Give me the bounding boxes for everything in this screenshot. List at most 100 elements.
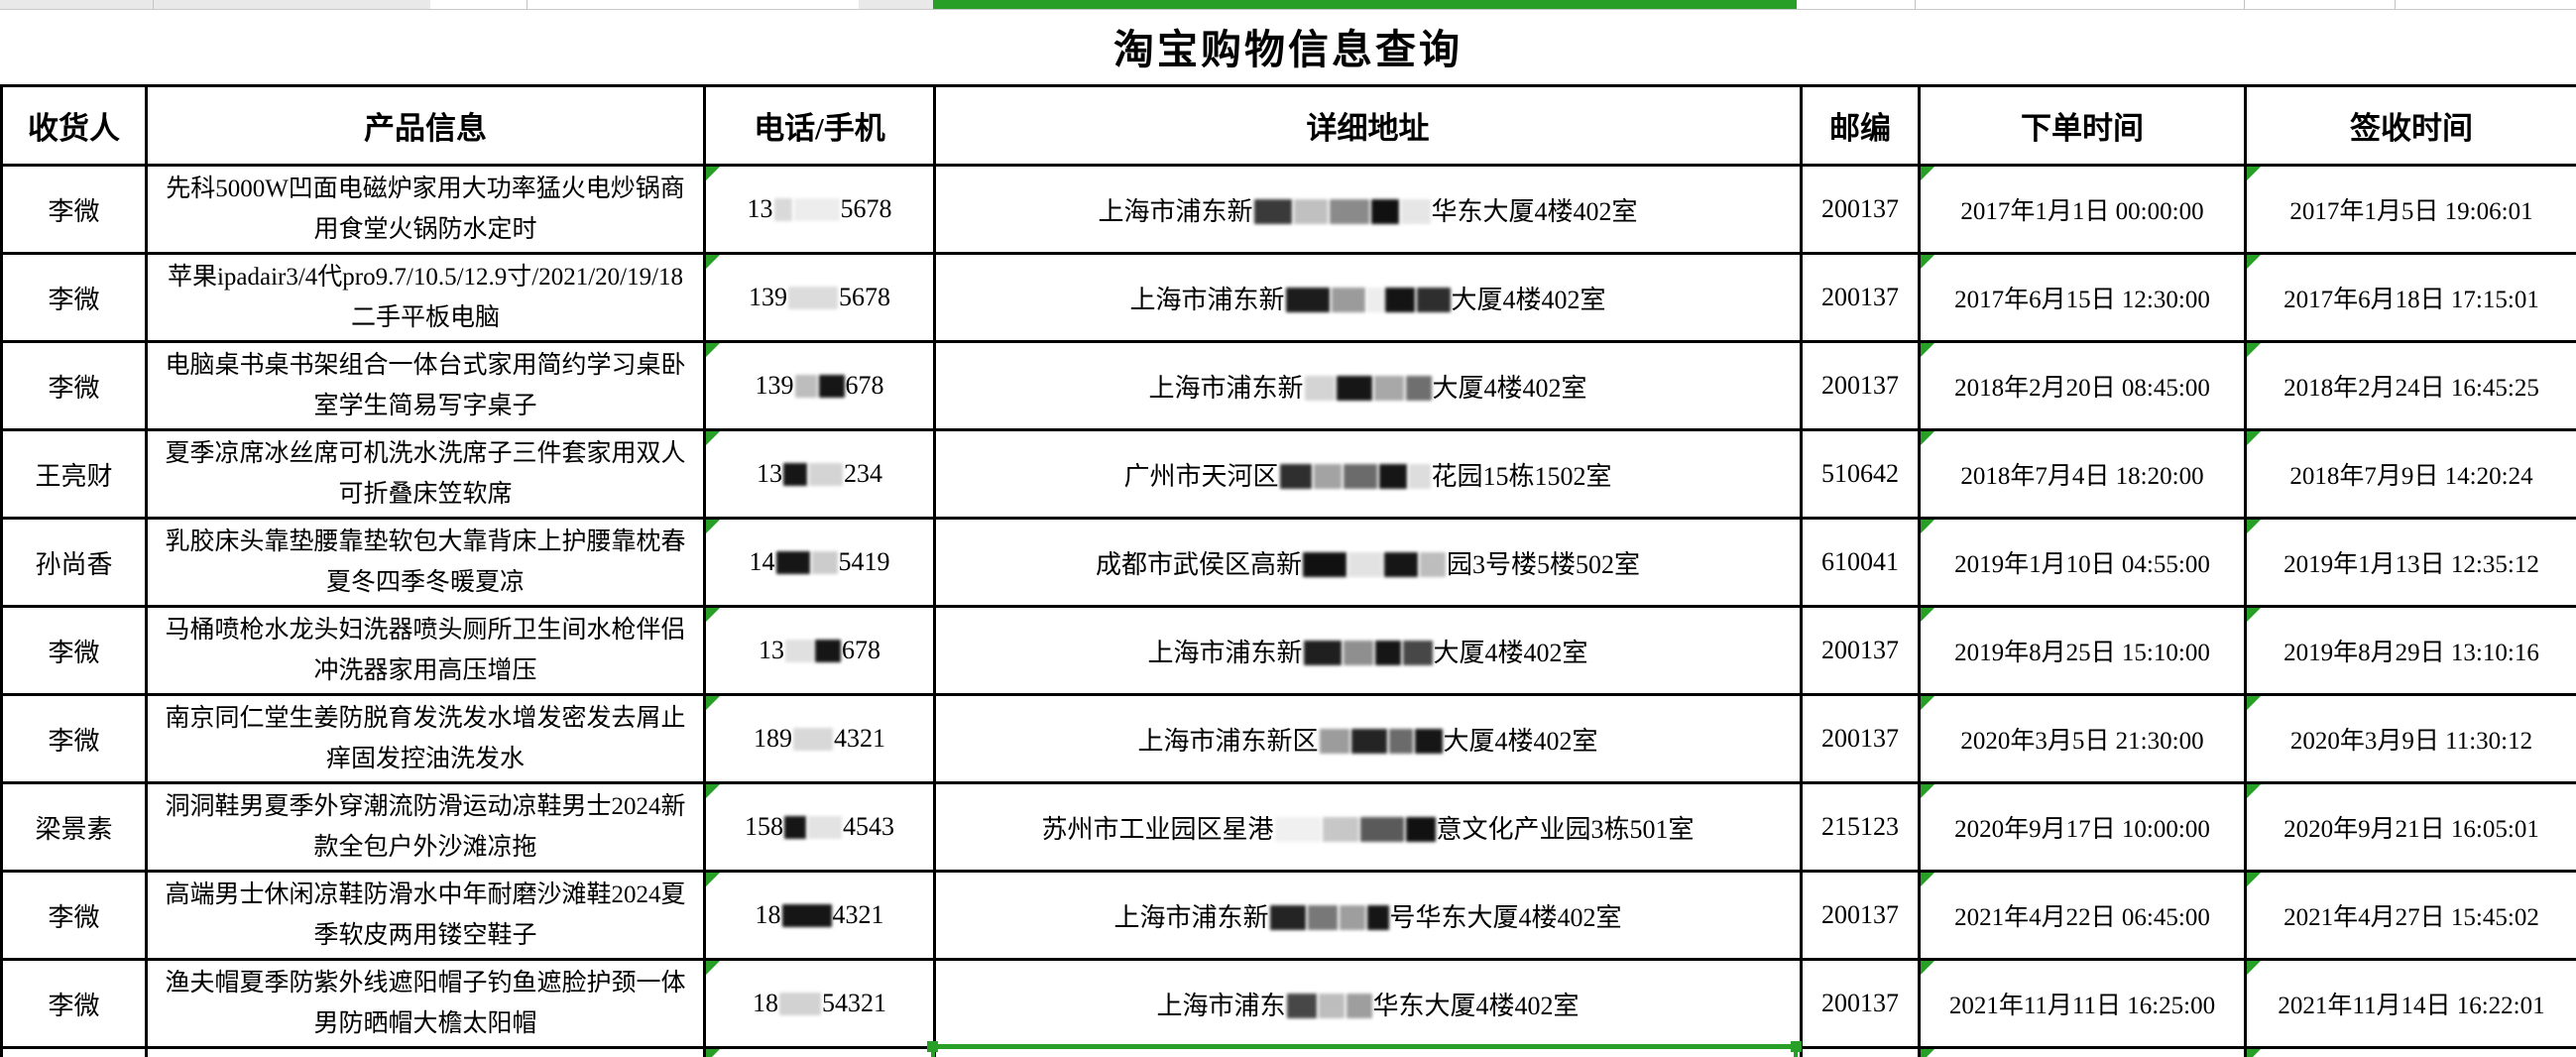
page-title[interactable]: 淘宝购物信息查询 [1113,27,1463,72]
selection-handle[interactable] [1791,1041,1802,1052]
header-sign-time[interactable]: 签收时间 [2244,84,2576,167]
cell-address[interactable]: 上海市浦东新 大厦4楼402室 [933,252,1803,343]
header-postal[interactable]: 邮编 [1800,84,1921,167]
cell-order-time[interactable]: 2020年9月17日 10:00:00 [1918,781,2247,873]
cell-sign-time[interactable]: 2018年2月24日 16:45:25 [2244,340,2576,431]
cell-product[interactable]: 乳胶床头靠垫腰靠垫软包大靠背床上护腰靠枕春夏冬四季冬暖夏凉 [145,517,706,608]
header-address[interactable]: 详细地址 [933,84,1803,167]
cell-product[interactable]: 夏季凉席冰丝席可机洗水洗席子三件套家用双人可折叠床笠软席 [145,428,706,520]
cell-recipient[interactable]: 王亮财 [0,428,148,520]
cell-sign-time[interactable]: 2020年3月9日 11:30:12 [2244,693,2576,784]
cell-recipient[interactable]: 李微 [0,958,148,1049]
visible-text-suffix: 园3号楼5楼502室 [1447,549,1641,579]
redaction-box [773,198,792,221]
visible-text-suffix: 大厦4楼402室 [1432,373,1587,403]
cell-address[interactable]: 上海市浦东新 华东大厦4楼402室 [933,164,1803,255]
cell-order-time[interactable]: 2021年4月22日 06:45:00 [1918,870,2247,961]
cell-postal[interactable]: 200137 [1800,252,1921,343]
cell-sign-time[interactable] [2244,1046,2576,1057]
cell-recipient[interactable]: 李微 [0,870,148,961]
cell-product[interactable]: 苹果ipadair3/4代pro9.7/10.5/12.9寸/2021/20/1… [145,252,706,343]
number-as-text-flag-icon [1922,256,1934,269]
cell-postal[interactable]: 200137 [1800,340,1921,431]
header-order-time[interactable]: 下单时间 [1918,84,2247,167]
cell-postal[interactable]: 610041 [1800,517,1921,608]
cell-postal[interactable]: 200137 [1800,605,1921,696]
cell-recipient[interactable]: 李微 [0,693,148,784]
cell-sign-time[interactable]: 2017年6月18日 17:15:01 [2244,252,2576,343]
cell-address[interactable]: 上海市浦东新 大厦4楼402室 [933,605,1803,696]
cell-product[interactable]: 马桶喷枪水龙头妇洗器喷头厕所卫生间水枪伴侣冲洗器家用高压增压 [145,605,706,696]
cell-phone[interactable]: 189 4321 [703,693,936,784]
cell-postal[interactable]: 200137 [1800,870,1921,961]
visible-text-prefix: 上海市浦东新 [1113,902,1269,932]
cell-phone[interactable] [703,1046,936,1057]
cell-order-time[interactable]: 2020年3月5日 21:30:00 [1918,693,2247,784]
cell-address[interactable]: 上海市浦东 华东大厦4楼402室 [933,958,1803,1049]
cell-sign-time[interactable]: 2021年4月27日 15:45:02 [2244,870,2576,961]
cell-product[interactable]: 南京同仁堂生姜防脱育发洗发水增发密发去屑止痒固发控油洗发水 [145,693,706,784]
cell-postal[interactable]: 200137 [1800,958,1921,1049]
cell-address[interactable]: 广州市天河区 花园15栋1502室 [933,428,1803,520]
cell-address[interactable]: 上海市浦东新 号华东大厦4楼402室 [933,870,1803,961]
header-phone[interactable]: 电话/手机 [703,84,936,167]
cell-recipient[interactable] [0,1046,148,1057]
cell-postal[interactable]: 200137 [1800,164,1921,255]
visible-text-suffix: 华东大厦4楼402室 [1372,991,1580,1020]
cell-postal[interactable]: 200137 [1800,693,1921,784]
cell-phone[interactable]: 14 5419 [703,517,936,608]
cell-recipient[interactable]: 李微 [0,340,148,431]
table-row: 李微 苹果ipadair3/4代pro9.7/10.5/12.9寸/2021/20… [0,252,2576,343]
cell-phone[interactable]: 13 234 [703,428,936,520]
cell-postal[interactable]: 510642 [1800,428,1921,520]
cell-order-time[interactable]: 2017年1月1日 00:00:00 [1918,164,2247,255]
cell-recipient[interactable]: 孙尚香 [0,517,148,608]
cell-order-time[interactable]: 2021年11月11日 16:25:00 [1918,958,2247,1049]
header-product[interactable]: 产品信息 [145,84,706,167]
cell-sign-time[interactable]: 2019年1月13日 12:35:12 [2244,517,2576,608]
cell-address[interactable]: 成都市武侯区高新 园3号楼5楼502室 [933,517,1803,608]
cell-product[interactable]: 电脑桌书桌书架组合一体台式家用简约学习桌卧室学生简易写字桌子 [145,340,706,431]
cell-postal[interactable]: 215123 [1800,781,1921,873]
cell-phone[interactable]: 13 5678 [703,164,936,255]
cell-product[interactable]: 高端男士休闲凉鞋防滑水中年耐磨沙滩鞋2024夏季软皮两用镂空鞋子 [145,870,706,961]
selection-handle[interactable] [927,1041,938,1052]
cell-recipient[interactable]: 李微 [0,164,148,255]
cell-phone[interactable]: 139 5678 [703,252,936,343]
cell-address[interactable]: 苏州市工业园区星港 意文化产业园3栋501室 [933,781,1803,873]
cell-phone[interactable]: 18 54321 [703,958,936,1049]
cell-address[interactable]: 上海市浦东新区 大厦4楼402室 [933,693,1803,784]
header-recipient[interactable]: 收货人 [0,84,148,167]
cell-phone[interactable]: 13 678 [703,605,936,696]
cell-order-time[interactable]: 2018年2月20日 08:45:00 [1918,340,2247,431]
cell-recipient[interactable]: 李微 [0,252,148,343]
cell-recipient[interactable]: 李微 [0,605,148,696]
cell-order-time[interactable] [1918,1046,2247,1057]
cell-address[interactable]: 上海市浦东新 大厦4楼402室 [933,340,1803,431]
cell-product[interactable]: 渔夫帽夏季防紫外线遮阳帽子钓鱼遮脸护颈一体男防晒帽大檐太阳帽 [145,958,706,1049]
visible-text-prefix: 上海市浦东新 [1129,285,1285,314]
redaction-box [784,816,806,839]
cell-order-time[interactable]: 2019年8月25日 15:10:00 [1918,605,2247,696]
cell-phone[interactable]: 139 678 [703,340,936,431]
visible-text-prefix: 139 [755,371,794,400]
cell-address[interactable] [933,1046,1803,1057]
cell-phone[interactable]: 18 4321 [703,870,936,961]
cell-order-time[interactable]: 2018年7月4日 18:20:00 [1918,428,2247,520]
redaction-box [1359,816,1404,842]
cell-sign-time[interactable]: 2018年7月9日 14:20:24 [2244,428,2576,520]
number-as-text-flag-icon [707,1050,720,1057]
cell-sign-time[interactable]: 2017年1月5日 19:06:01 [2244,164,2576,255]
cell-postal[interactable] [1800,1046,1921,1057]
cell-sign-time[interactable]: 2019年8月29日 13:10:16 [2244,605,2576,696]
cell-sign-time[interactable]: 2021年11月14日 16:22:01 [2244,958,2576,1049]
cell-order-time[interactable]: 2017年6月15日 12:30:00 [1918,252,2247,343]
cell-order-time[interactable]: 2019年1月10日 04:55:00 [1918,517,2247,608]
cell-product[interactable]: 先科5000W凹面电磁炉家用大功率猛火电炒锅商用食堂火锅防水定时 [145,164,706,255]
cell-product[interactable] [145,1046,706,1057]
cell-sliver [0,0,430,9]
cell-sign-time[interactable]: 2020年9月21日 16:05:01 [2244,781,2576,873]
cell-product[interactable]: 洞洞鞋男夏季外穿潮流防滑运动凉鞋男士2024新款全包户外沙滩凉拖 [145,781,706,873]
cell-phone[interactable]: 158 4543 [703,781,936,873]
cell-recipient[interactable]: 梁景素 [0,781,148,873]
